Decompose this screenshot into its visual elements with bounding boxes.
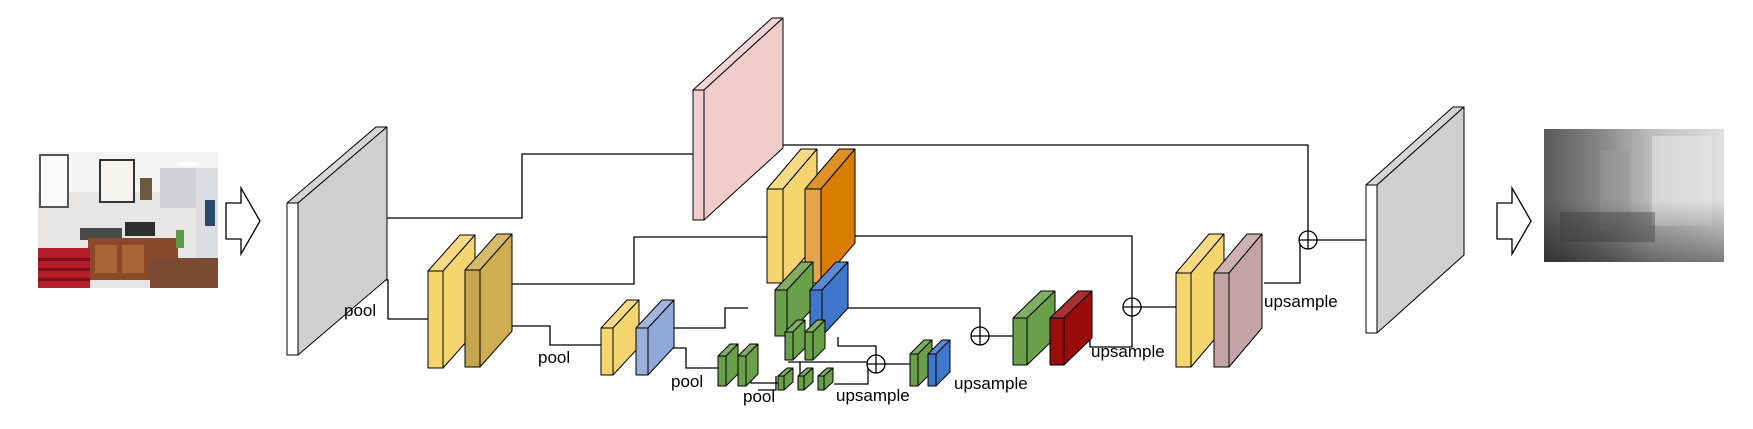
pink-block-10b-front — [1213, 272, 1230, 368]
upsample-label-1: upsample — [836, 386, 910, 405]
input-image — [38, 152, 218, 288]
green-block-7c — [817, 367, 834, 391]
green-block-6a-front — [784, 331, 794, 361]
green-block-7a-front — [777, 375, 785, 391]
upsample-label-3: upsample — [1091, 342, 1165, 361]
blue-block-8b-front — [927, 353, 937, 387]
green-block-4a-front — [774, 289, 788, 337]
sum-node-1 — [866, 354, 886, 374]
green-block-9a-front — [1012, 317, 1028, 366]
yellow-block-1b-front — [464, 269, 481, 368]
yellow-block-10a-front — [1175, 272, 1192, 368]
gray-slab-output — [1365, 106, 1465, 334]
gray-slab-input — [286, 126, 388, 356]
red-block-9b-front — [1049, 317, 1065, 366]
green-block-5b-front — [737, 355, 747, 387]
yellow-block-2a-front — [600, 327, 614, 376]
pink-slab-top — [692, 17, 784, 221]
pink-block-10b — [1213, 233, 1263, 368]
blue-block-2b-front — [635, 327, 649, 376]
yellow-block-1a-front — [427, 270, 444, 369]
green-block-9a — [1012, 290, 1056, 366]
pink-slab-top-front — [692, 89, 705, 221]
yellow-block-3a-front — [766, 188, 784, 284]
green-block-7c-front — [817, 375, 825, 391]
red-block-9b — [1049, 290, 1093, 366]
green-block-5a-front — [717, 355, 727, 387]
sum-node-3 — [1122, 297, 1142, 317]
layer-blocks — [286, 17, 1465, 391]
blue-block-8b — [927, 339, 951, 387]
input-arrow-icon — [225, 185, 261, 257]
yellow-block-2a — [600, 299, 640, 376]
green-block-5a — [717, 343, 739, 387]
green-block-6b-front — [804, 331, 814, 361]
blue-block-2b — [635, 299, 675, 376]
pool-label-1: pool — [344, 301, 376, 320]
upsample-label-2: upsample — [954, 374, 1028, 393]
green-block-7a — [777, 367, 794, 391]
green-block-7b — [797, 367, 814, 391]
sum-node-2 — [970, 326, 990, 346]
sum-node-4 — [1298, 230, 1318, 250]
upsample-label-4: upsample — [1264, 292, 1338, 311]
green-block-6a — [784, 319, 806, 361]
pool-label-4: pool — [743, 387, 775, 406]
green-block-7b-front — [797, 375, 805, 391]
gray-slab-output-front — [1365, 184, 1378, 334]
gray-slab-input-front — [286, 202, 299, 356]
output-depth-image — [1544, 129, 1724, 262]
green-block-8a-front — [909, 353, 919, 387]
pool-label-2: pool — [538, 348, 570, 367]
green-block-6b — [804, 319, 826, 361]
orange-block-3b — [804, 148, 856, 284]
green-block-5b — [737, 343, 759, 387]
output-arrow-icon — [1496, 185, 1532, 257]
pool-label-3: pool — [671, 372, 703, 391]
yellow-block-1b — [464, 233, 513, 368]
